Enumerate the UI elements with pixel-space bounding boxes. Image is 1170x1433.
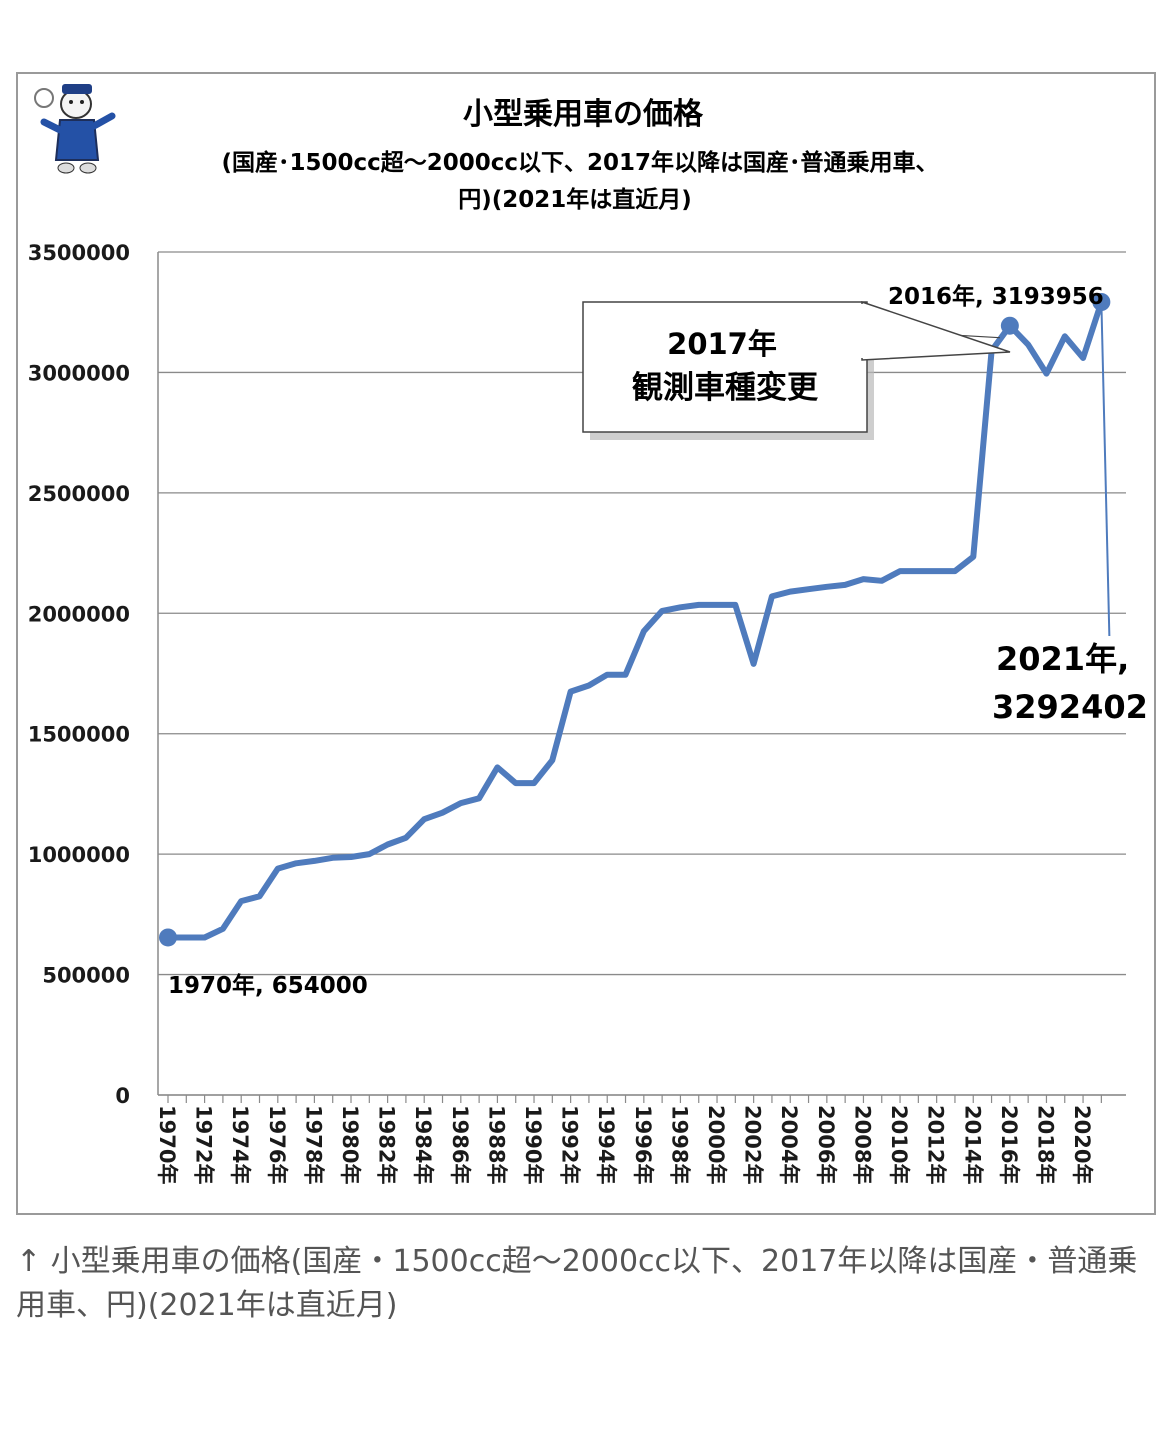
label-first-point: 1970年, 654000 — [168, 972, 368, 999]
callout-line2: 観測車種変更 — [632, 370, 819, 406]
callout-line1: 2017年 — [667, 327, 777, 361]
y-tick-label: 1500000 — [28, 723, 130, 747]
chart-subtitle-line1: (国産･1500cc超～2000cc以下、2017年以降は国産･普通乗用車、 — [221, 149, 938, 176]
label-last-line1: 2021年, — [996, 640, 1129, 678]
y-tick-label: 3500000 — [28, 241, 130, 265]
x-tick-label: 2016年 — [997, 1105, 1021, 1184]
line-chart: 小型乗用車の価格 (国産･1500cc超～2000cc以下、2017年以降は国産… — [28, 97, 1148, 1184]
x-tick-label: 1988年 — [484, 1105, 508, 1184]
y-tick-label: 3000000 — [28, 361, 130, 385]
x-tick-label: 2012年 — [924, 1105, 948, 1184]
x-tick-label: 1986年 — [448, 1105, 472, 1184]
x-tick-label: 1982年 — [375, 1105, 399, 1184]
x-tick-label: 1978年 — [301, 1105, 325, 1184]
x-tick-label: 2006年 — [814, 1105, 838, 1184]
x-tick-label: 1990年 — [521, 1105, 545, 1184]
x-tick-label: 2000年 — [704, 1105, 728, 1184]
x-tick-label: 1972年 — [192, 1105, 216, 1184]
highlight-marker — [159, 928, 177, 947]
x-tick-label: 2020年 — [1070, 1105, 1094, 1184]
x-tick-label: 1998年 — [667, 1105, 691, 1184]
chart-frame — [16, 72, 1156, 1215]
x-tick-label: 2004年 — [777, 1105, 801, 1184]
label-last-line2: 3292402 — [992, 688, 1148, 726]
label-peak-2016: 2016年, 3193956 — [888, 283, 1104, 310]
x-tick-label: 1996年 — [631, 1105, 655, 1184]
y-tick-label: 2000000 — [28, 602, 130, 626]
x-tick-label: 2002年 — [741, 1105, 765, 1184]
grid-layer — [157, 251, 1126, 1103]
y-tick-label: 1000000 — [28, 843, 130, 867]
x-tick-label: 2010年 — [887, 1105, 911, 1184]
caption: ↑ 小型乗用車の価格(国産・1500cc超～2000cc以下、2017年以降は国… — [16, 1244, 1138, 1323]
x-tick-label: 1974年 — [228, 1105, 252, 1184]
leader-line-2021 — [1100, 301, 1111, 637]
x-tick-label: 1992年 — [558, 1105, 582, 1184]
x-tick-label: 1984年 — [411, 1105, 435, 1184]
callout-box: 2017年 観測車種変更 — [582, 300, 1011, 440]
x-tick-label: 1980年 — [338, 1105, 362, 1184]
x-tick-label: 1976年 — [265, 1105, 289, 1184]
y-tick-label: 500000 — [42, 964, 130, 988]
x-tick-label: 1970年 — [155, 1105, 179, 1184]
x-tick-label: 2008年 — [850, 1105, 874, 1184]
x-tick-label: 2018年 — [1033, 1105, 1057, 1184]
y-tick-label: 2500000 — [28, 482, 130, 506]
y-tick-label: 0 — [115, 1084, 130, 1108]
x-tick-label: 1994年 — [594, 1105, 618, 1184]
tick-layer: 0 500000 1000000 1500000 2000000 2500000 30000… — [28, 241, 1094, 1184]
chart-subtitle-line2: 円)(2021年は直近月) — [458, 186, 692, 213]
chart-title: 小型乗用車の価格 — [463, 97, 704, 132]
highlight-marker — [1000, 316, 1019, 335]
mascot-logo — [34, 84, 116, 174]
series-line — [165, 299, 1105, 941]
x-tick-label: 2014年 — [960, 1105, 984, 1184]
